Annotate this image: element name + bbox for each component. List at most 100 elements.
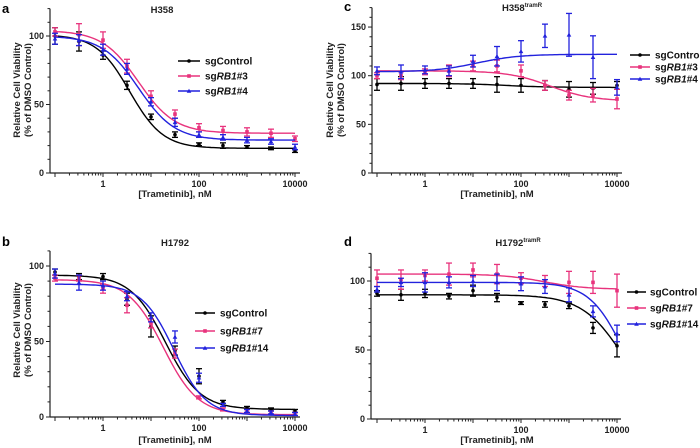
data-point [268,410,274,415]
legend-item: sgRB1#3 [630,63,698,74]
data-point [100,47,106,52]
data-point [567,304,571,308]
legend-item: sgControl [630,51,700,62]
data-point [125,83,129,88]
fit-curve [54,35,295,149]
data-point [149,115,153,119]
x-tick-label: 1 [422,179,427,189]
data-point [53,30,57,34]
y-tick-label: 100 [29,261,44,271]
chart-title: H1792tramR [495,238,541,249]
data-point [447,81,451,86]
y-tick-label: 100 [351,71,366,81]
series-sgControl [52,27,298,154]
y-axis-label: Relative Cell Viability [325,42,336,138]
data-point [495,82,499,87]
x-axis-label: [Trametinib], nM [460,435,533,446]
legend-label-suffix: #4 [687,75,699,86]
data-point [446,280,452,285]
legend-label-prefix: sg [205,72,217,83]
legend-label-suffix: #14 [682,320,699,331]
y-tick-label: 50 [34,100,44,110]
data-point [423,81,427,86]
data-point [101,38,105,42]
fit-curve [54,36,295,141]
chart-title-main: H1792 [161,238,189,249]
data-point [268,139,274,144]
legend-marker [187,59,191,63]
y-tick-label: 0 [361,168,366,178]
legend-label-prefix: sg [650,320,662,331]
y-tick-label: 50 [355,345,365,355]
data-point [100,283,106,288]
data-point [221,128,225,133]
chart-title-main: H358 [151,5,174,16]
chart-title-superscript: tramR [525,3,543,9]
data-point [149,94,153,99]
x-tick-label: 1 [100,179,105,189]
x-tick-label: 100 [513,425,528,435]
legend-marker [634,290,639,294]
legend-item: sgRB1#3 [178,72,248,83]
data-point [269,146,273,151]
series-sgRB1-14 [374,272,620,343]
x-tick-label: 100 [191,423,206,433]
data-point [76,37,82,42]
data-point [124,293,130,298]
legend-label: sgRB1#7 [220,327,263,338]
legend-marker [203,329,207,333]
legend-item: sgControl [178,57,252,68]
data-point [470,278,476,283]
legend-label: sgRB1#3 [205,72,248,83]
data-point [196,132,202,137]
data-point [542,33,548,38]
panel-letter: a [2,1,10,16]
legend-label: sgRB1#3 [655,63,698,74]
legend-label-suffix: #3 [237,72,249,83]
chart-panel-b: b H1792 0 50 100 1 100 10000 [Trametinib], nM Rel… [2,234,308,446]
legend-label-suffix: #14 [252,344,269,355]
data-point [101,274,105,279]
y-axis-label: (% of DMSO Control) [23,283,34,377]
x-tick-label: 100 [191,179,206,189]
data-point [244,408,250,413]
data-point [471,81,475,86]
legend-label-gene: RB1 [662,304,682,315]
legend-label-prefix: sg [650,304,662,315]
chart-panel-c: c H358tramR 0 50 100 150 1 100 10000 [Trametinib]… [325,0,700,200]
legend-marker [203,311,207,315]
data-point [374,68,380,73]
legend-item: sgRB1#4 [178,87,248,98]
data-point [519,69,523,73]
data-point [245,145,249,149]
legend-label: sgControl [655,51,700,62]
chart-title: H358 [151,5,174,16]
legend-label-gene: RB1 [217,72,237,83]
data-point [519,83,523,88]
data-point [269,131,273,136]
data-point [615,288,619,293]
legend-label-gene: RB1 [232,327,252,338]
data-point [244,137,250,142]
fit-curve [55,283,295,417]
data-point [615,344,619,348]
legend-item: sgControl [627,288,697,299]
legend-label-prefix: sg [220,344,232,355]
data-point [292,144,298,149]
data-point [245,130,249,134]
panel-letter: c [344,0,351,14]
legend-marker [186,88,192,93]
x-axis-label: [Trametinib], nM [138,435,211,446]
legend-label-prefix: sg [220,327,232,338]
data-point [471,268,475,272]
legend-item: sgRB1#14 [627,320,699,331]
data-point [76,280,82,285]
y-axis-label: (% of DMSO Control) [336,43,347,137]
legend-item: sgControl [195,309,267,320]
legend-marker [187,74,191,78]
legend-marker [638,53,642,57]
data-point [398,280,404,285]
data-point [220,402,226,407]
data-point [375,82,379,87]
legend-item: sgRB1#14 [195,344,269,355]
